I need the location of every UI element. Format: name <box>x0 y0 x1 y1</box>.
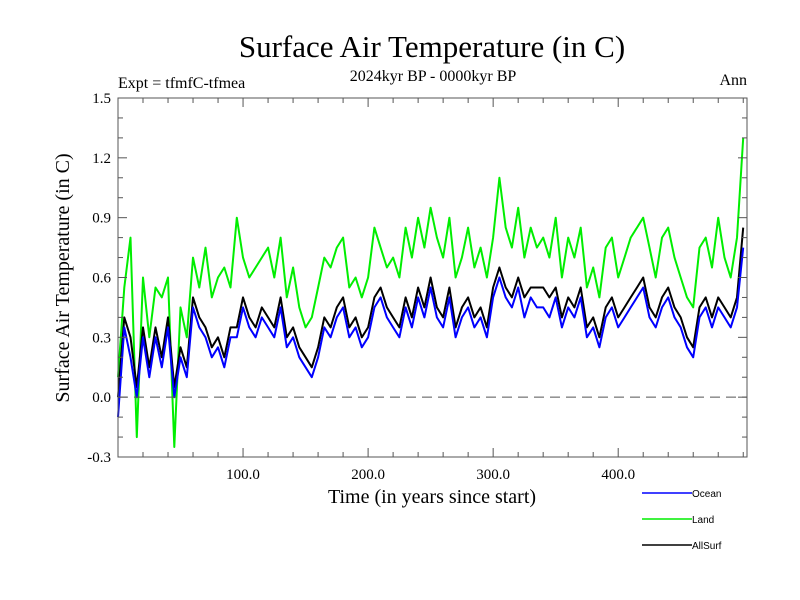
axes-layer <box>118 97 747 458</box>
legend-item-ocean: Ocean <box>642 489 721 500</box>
legend-item-land: Land <box>642 515 714 526</box>
y-axis-label: Surface Air Temperature (in C) <box>52 153 74 402</box>
season-label: Ann <box>719 72 747 89</box>
chart-subtitle: 2024kyr BP - 0000kyr BP <box>350 68 517 85</box>
legend-label: Ocean <box>692 489 721 500</box>
legend-item-allsurf: AllSurf <box>642 541 722 552</box>
x-tick-label: 100.0 <box>226 467 260 483</box>
series-line-ocean <box>117 247 745 418</box>
x-tick-label: 200.0 <box>351 467 385 483</box>
y-tick-label: 0.0 <box>92 390 111 406</box>
y-tick-label: 0.3 <box>92 330 111 346</box>
y-tick-label: 0.9 <box>92 211 111 227</box>
x-tick-labels: 100.0 200.0 300.0 400.0 <box>226 467 635 483</box>
series-line-allsurf <box>117 227 745 398</box>
x-tick-label: 400.0 <box>601 467 635 483</box>
y-tick-label: 0.6 <box>92 271 111 287</box>
x-axis-label: Time (in years since start) <box>328 486 536 508</box>
y-tick-label: 1.2 <box>92 151 111 167</box>
y-tick-label: -0.3 <box>87 450 111 466</box>
series-line-land <box>117 137 745 448</box>
experiment-label: Expt = tfmfC-tfmea <box>118 75 245 92</box>
legend: Ocean Land AllSurf <box>642 489 722 552</box>
x-tick-label: 300.0 <box>476 467 510 483</box>
y-tick-label: 1.5 <box>92 91 111 107</box>
plot-frame <box>117 97 748 458</box>
series-layer <box>117 137 745 448</box>
legend-label: Land <box>692 515 714 526</box>
chart-title: Surface Air Temperature (in C) <box>239 29 625 64</box>
y-tick-labels: -0.3 0.0 0.3 0.6 0.9 1.2 1.5 <box>87 91 111 466</box>
legend-label: AllSurf <box>692 541 722 552</box>
